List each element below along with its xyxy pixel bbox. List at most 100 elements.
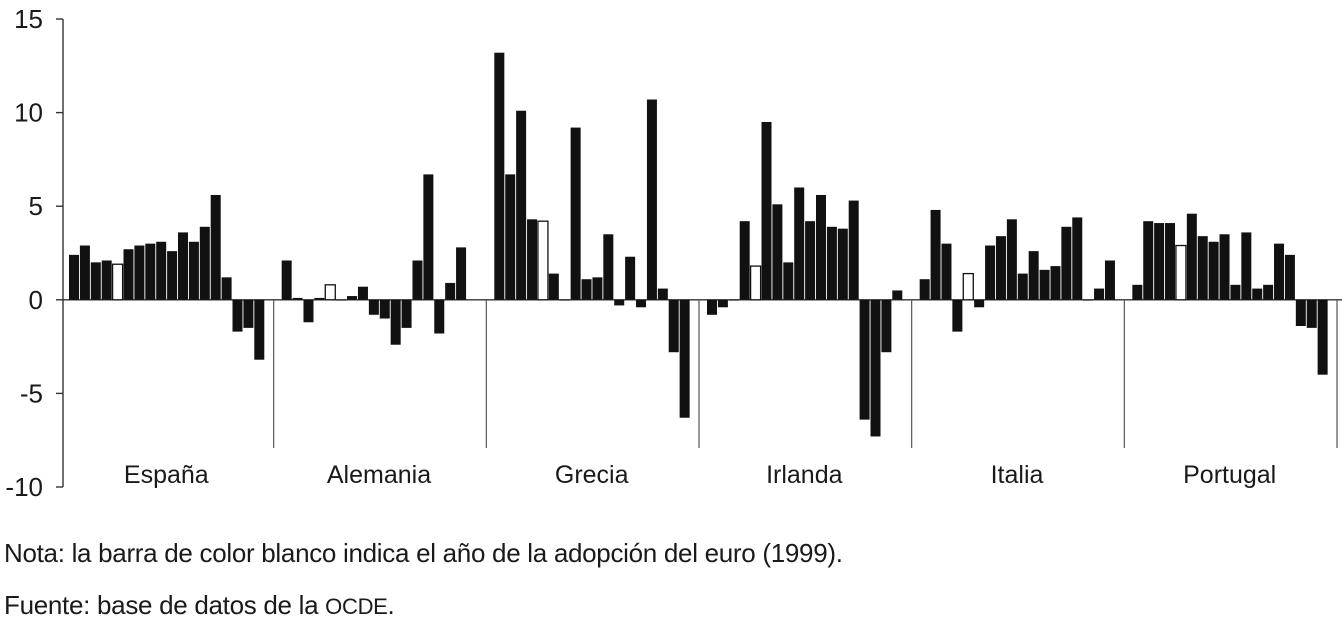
bar: [570, 127, 581, 300]
group-label: Portugal: [1183, 461, 1276, 489]
bar: [974, 299, 985, 308]
bar: [1274, 243, 1285, 300]
bar: [368, 299, 379, 315]
y-axis: 15 10 5 0 -5 -10: [5, 4, 1342, 502]
bar-chart: 15 10 5 0 -5 -10 España Alemania Grecia Irlanda I…: [5, 4, 1342, 502]
bar: [837, 228, 848, 300]
bar: [603, 234, 614, 300]
bar: [881, 299, 892, 353]
bar: [952, 299, 963, 332]
bar: [592, 277, 603, 300]
bar: [145, 243, 156, 300]
bar: [985, 245, 996, 300]
group-label: España: [124, 461, 209, 489]
bar: [1094, 288, 1105, 300]
bar: [1143, 221, 1154, 300]
bar: [243, 299, 254, 328]
y-tick-label: -10: [5, 472, 43, 502]
bar: [254, 299, 265, 360]
bar: [559, 299, 570, 301]
bar: [1306, 299, 1317, 328]
bar: [390, 299, 401, 345]
bar: [1186, 213, 1197, 300]
bar: [919, 279, 930, 300]
bar: [90, 262, 101, 300]
group-labels: España Alemania Grecia Irlanda Italia Portuga…: [124, 461, 1276, 489]
source-suffix: .: [387, 590, 395, 620]
bar: [1241, 232, 1252, 300]
bar: [581, 279, 592, 300]
bar: [1154, 223, 1165, 300]
y-tick-label: 0: [29, 285, 43, 315]
bar: [1132, 284, 1143, 300]
bar: [412, 260, 423, 300]
bar: [1197, 236, 1208, 300]
bar: [1219, 234, 1230, 300]
bar: [199, 226, 210, 300]
bar: [221, 277, 232, 300]
bar: [456, 247, 467, 300]
bar: [445, 282, 456, 300]
bar: [1165, 223, 1176, 300]
bar: [527, 219, 538, 300]
y-tick-label: 5: [29, 191, 43, 221]
bar: [156, 241, 167, 300]
bar: [1284, 254, 1295, 300]
bar: [1104, 260, 1115, 300]
bar-euro-year: [749, 265, 762, 301]
bar: [761, 121, 772, 300]
bar: [347, 296, 358, 300]
bar: [505, 174, 516, 300]
chart-source: Fuente: base de datos de la OCDE.: [4, 590, 395, 621]
bar: [1252, 288, 1263, 300]
bar: [434, 299, 445, 334]
group-label: Grecia: [555, 461, 629, 489]
bar: [210, 194, 221, 300]
bar: [1050, 266, 1061, 300]
group-separators: [273, 299, 1338, 448]
bar-euro-year: [324, 284, 336, 301]
bar: [930, 209, 941, 300]
bar: [614, 299, 625, 306]
bar: [805, 221, 816, 300]
bar: [728, 299, 739, 301]
bar: [826, 226, 837, 300]
bar: [794, 187, 805, 300]
bar: [281, 260, 292, 300]
bar: [1061, 226, 1072, 300]
y-tick-label: 10: [14, 98, 43, 128]
bar: [357, 286, 368, 300]
bar-euro-year: [962, 272, 974, 301]
bar: [892, 290, 903, 300]
bar: [1006, 219, 1017, 300]
bar: [516, 110, 527, 300]
source-org: OCDE: [325, 594, 388, 619]
bar-euro-year: [1175, 244, 1187, 301]
bar: [783, 262, 794, 300]
bar: [625, 256, 636, 300]
bar: [1017, 273, 1028, 300]
bar: [848, 200, 859, 300]
y-tick-label: -5: [20, 378, 43, 408]
bar: [668, 299, 679, 353]
bar: [679, 299, 690, 418]
bar: [646, 99, 657, 300]
bar: [1072, 217, 1083, 300]
group-label: Italia: [991, 461, 1044, 489]
bar: [739, 221, 750, 300]
bar: [1083, 299, 1094, 301]
group-label: Irlanda: [766, 461, 843, 489]
bar: [1208, 241, 1219, 300]
bars: [69, 52, 1328, 437]
bar: [336, 299, 347, 301]
bar: [134, 245, 145, 300]
bar: [232, 299, 243, 332]
bar: [772, 204, 783, 300]
bar: [79, 245, 90, 300]
bar: [859, 299, 870, 420]
bar: [548, 273, 559, 300]
bar: [401, 299, 412, 328]
bar: [717, 299, 728, 308]
bar: [292, 297, 303, 300]
group-label: Alemania: [327, 461, 431, 489]
